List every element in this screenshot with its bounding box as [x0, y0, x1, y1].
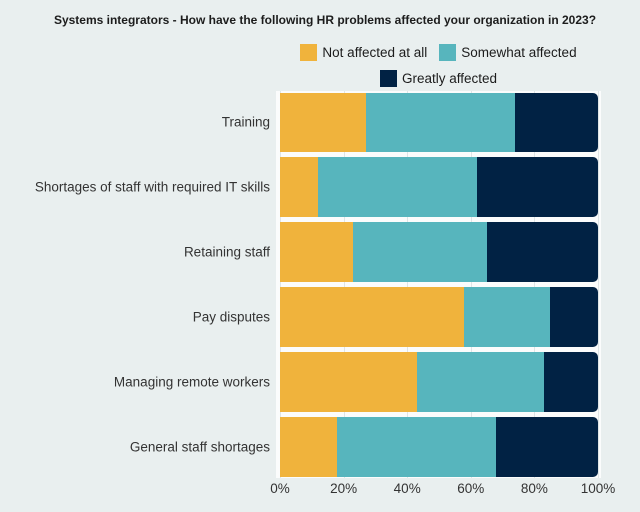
bar-segment[interactable]: [280, 352, 417, 412]
legend-label: Somewhat affected: [461, 45, 577, 60]
x-axis-tick-label: 20%: [330, 481, 358, 496]
category-label: Training: [221, 114, 270, 130]
legend-label: Not affected at all: [322, 45, 428, 60]
bar-segment[interactable]: [353, 222, 487, 282]
legend-swatch-icon: [439, 44, 457, 61]
x-axis-tick-label: 80%: [520, 481, 548, 496]
bar-segment[interactable]: [416, 352, 544, 412]
chart-title: Systems integrators - How have the follo…: [53, 13, 597, 27]
gridline: [598, 90, 599, 478]
bar-segment[interactable]: [486, 222, 598, 282]
bar-managing-remote-workers: [280, 352, 598, 412]
category-label: Shortages of staff with required IT skil…: [34, 179, 270, 195]
legend-item-not-affected-at-all[interactable]: Not affected at all: [300, 44, 427, 61]
x-axis-tick-label: 100%: [580, 481, 616, 496]
category-label: Retaining staff: [183, 244, 270, 260]
gridline: [470, 90, 472, 478]
bar-segment[interactable]: [280, 92, 366, 152]
gridline: [407, 90, 409, 478]
bar-segment[interactable]: [543, 352, 598, 412]
legend-swatch-icon: [379, 69, 397, 87]
bar-segment[interactable]: [477, 157, 598, 217]
x-axis-tick-label: 60%: [457, 481, 485, 496]
category-label: General staff shortages: [129, 439, 270, 455]
bar-segment[interactable]: [337, 417, 497, 477]
gridline: [280, 90, 281, 478]
bar-training: [280, 92, 598, 152]
legend: Not affected at all Somewhat affected Grea…: [276, 44, 601, 87]
x-axis-tick-label: 0%: [270, 481, 290, 496]
legend-swatch-icon: [300, 44, 318, 61]
bar-segment[interactable]: [464, 287, 551, 347]
category-label: Pay disputes: [192, 309, 270, 325]
bar-segment[interactable]: [280, 417, 338, 477]
bar-segment[interactable]: [496, 417, 598, 477]
bar-segment[interactable]: [280, 157, 319, 217]
plot-area: [276, 90, 601, 478]
legend-item-somewhat-affected[interactable]: Somewhat affected: [439, 44, 577, 61]
bar-segment[interactable]: [365, 92, 516, 152]
legend-item-greatly-affected[interactable]: Greatly affected: [379, 69, 498, 87]
bar-segment[interactable]: [550, 287, 598, 347]
bar-general-staff-shortages: [280, 417, 598, 477]
bar-pay-disputes: [280, 287, 598, 347]
bar-segment[interactable]: [280, 287, 465, 347]
legend-row: Greatly affected: [379, 69, 498, 87]
bar-segment[interactable]: [280, 222, 354, 282]
bar-segment[interactable]: [318, 157, 478, 217]
gridline: [343, 90, 345, 478]
bar-retaining-staff: [280, 222, 598, 282]
legend-label: Greatly affected: [401, 70, 498, 86]
x-axis-tick-label: 40%: [393, 481, 421, 496]
gridline: [534, 90, 536, 478]
legend-row: Not affected at all Somewhat affected: [300, 44, 577, 61]
category-label: Managing remote workers: [113, 374, 270, 390]
bar-shortages-of-staff-with-required-it-skills: [280, 157, 598, 217]
bar-segment[interactable]: [515, 92, 598, 152]
